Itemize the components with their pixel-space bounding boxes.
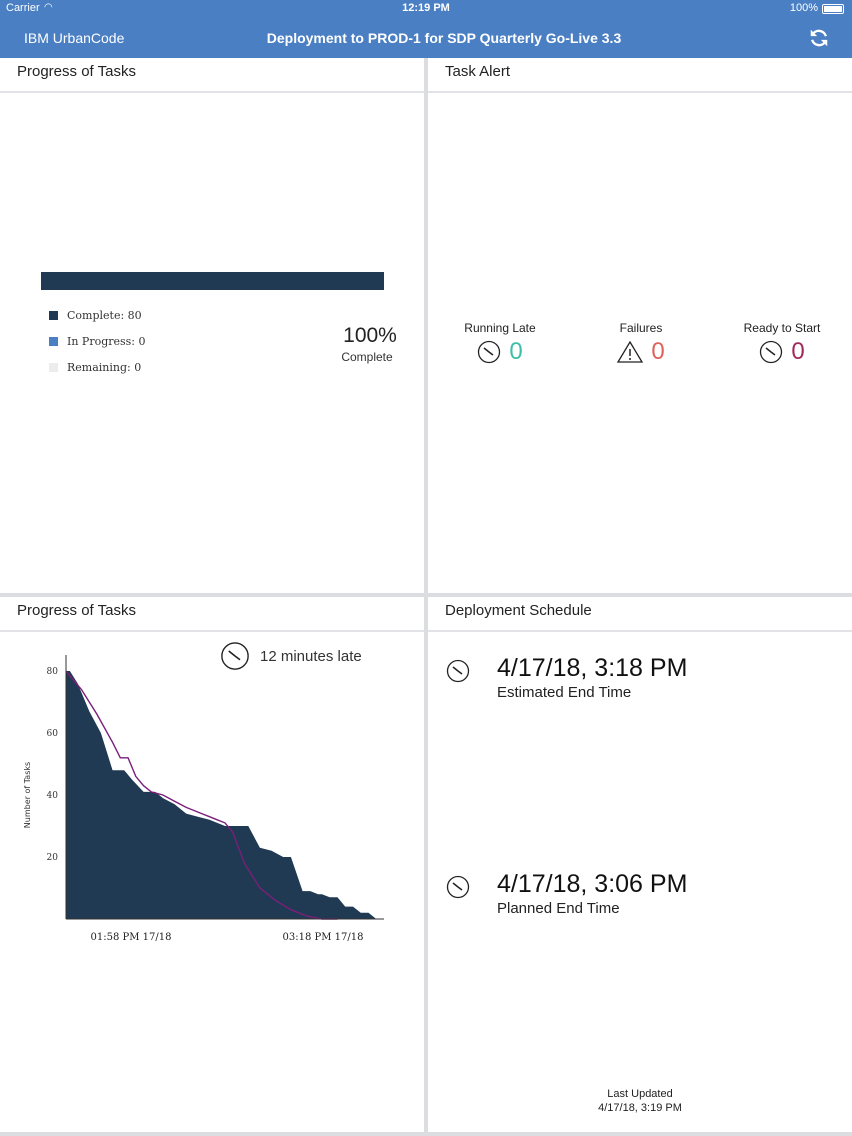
legend-remaining-label: Remaining: 0 [67, 361, 142, 374]
clock-icon [478, 340, 501, 364]
last-updated-value: 4/17/18, 3:19 PM [598, 1102, 682, 1114]
schedule-panel: Deployment Schedule 4/17/18, 3:18 PM Est… [428, 597, 852, 1132]
battery-icon [822, 4, 844, 14]
percent-complete: 100% [343, 324, 397, 347]
legend-in-progress-label: In Progress: 0 [67, 335, 146, 348]
estimated-end-datetime: 4/17/18, 3:18 PM [497, 654, 688, 682]
last-updated-label: Last Updated [607, 1088, 673, 1100]
y-tick-label: 80 [47, 667, 59, 677]
y-tick-label: 60 [47, 729, 59, 739]
legend-swatch-complete [49, 311, 58, 320]
alert-ready-to-start-count: 0 [791, 338, 805, 365]
planned-tasks-line [65, 670, 338, 920]
legend-swatch-remaining [49, 363, 58, 372]
alert-running-late[interactable]: Running Late 0 [435, 321, 565, 366]
legend-swatch-in-progress [49, 337, 58, 346]
schedule-panel-title: Deployment Schedule [428, 597, 852, 632]
task-alert-panel: Task Alert Running Late 0 Failures 0 Rea… [428, 58, 852, 593]
page-title: Deployment to PROD-1 for SDP Quarterly G… [266, 30, 622, 46]
legend-complete: Complete: 80 [49, 309, 142, 322]
alert-running-late-label: Running Late [464, 321, 536, 335]
alert-failures-label: Failures [619, 321, 663, 335]
burndown-chart: 20 40 60 80 Number of Tasks 01:58 PM 17/18 03:… [23, 655, 384, 943]
burndown-panel: Progress of Tasks 12 minutes late 20 40 60… [0, 597, 424, 1132]
clock-icon [221, 642, 249, 670]
last-updated: Last Updated 4/17/18, 3:19 PM [428, 1087, 852, 1115]
y-axis-label: Number of Tasks [23, 762, 32, 828]
alert-failures-count: 0 [651, 338, 665, 365]
percent-complete-label: Complete [341, 350, 393, 364]
battery-percent: 100% [789, 2, 818, 14]
clock-icon [446, 875, 470, 899]
clock-icon [760, 340, 783, 364]
alert-running-late-count: 0 [509, 338, 523, 365]
legend-complete-label: Complete: 80 [67, 309, 142, 322]
actual-tasks-area [66, 671, 384, 919]
status-bar: Carrier ◠ 12:19 PM 100% [0, 0, 852, 18]
late-indicator: 12 minutes late [220, 641, 362, 671]
wifi-icon: ◠ [44, 2, 53, 13]
carrier-label: Carrier [6, 2, 40, 14]
burndown-panel-title: Progress of Tasks [0, 597, 424, 632]
late-text: 12 minutes late [260, 647, 362, 665]
y-tick-label: 20 [47, 853, 59, 863]
x-tick-label: 03:18 PM 17/18 [283, 932, 364, 943]
estimated-end-label: Estimated End Time [497, 684, 632, 701]
clock-icon [446, 659, 470, 683]
brand-back-button[interactable]: IBM UrbanCode [24, 30, 125, 46]
progress-bar-fill [41, 272, 384, 290]
progress-panel: Progress of Tasks Complete: 80 In Progre… [0, 58, 424, 593]
status-time: 12:19 PM [402, 2, 450, 14]
alert-ready-to-start-label: Ready to Start [743, 321, 821, 335]
refresh-icon[interactable] [808, 27, 830, 49]
alert-failures[interactable]: Failures 0 [576, 321, 706, 366]
planned-end-datetime: 4/17/18, 3:06 PM [497, 870, 688, 898]
planned-end-label: Planned End Time [497, 900, 620, 917]
task-alert-title: Task Alert [428, 58, 852, 93]
x-tick-label: 01:58 PM 17/18 [91, 932, 172, 943]
alert-ready-to-start[interactable]: Ready to Start 0 [717, 321, 847, 366]
warning-icon [617, 340, 644, 363]
legend-in-progress: In Progress: 0 [49, 335, 146, 348]
y-tick-label: 40 [47, 791, 59, 801]
nav-bar: IBM UrbanCode Deployment to PROD-1 for S… [0, 18, 852, 58]
progress-bar [41, 272, 384, 290]
legend-remaining: Remaining: 0 [49, 361, 141, 374]
progress-panel-title: Progress of Tasks [0, 58, 424, 93]
